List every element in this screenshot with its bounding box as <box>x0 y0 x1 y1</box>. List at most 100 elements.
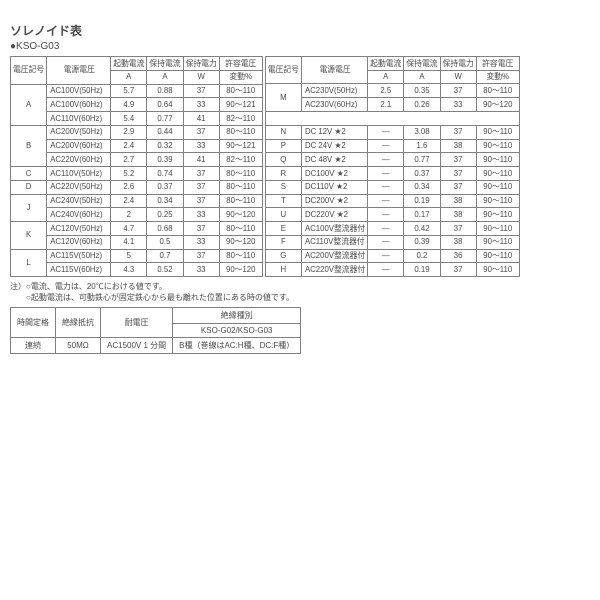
cell: 0.77 <box>147 112 183 126</box>
sec-cell: AC1500V 1 分間 <box>101 338 173 354</box>
cell: 33 <box>183 139 219 153</box>
cell: — <box>368 194 404 208</box>
cell: 3.08 <box>404 125 440 139</box>
table-row: AC240V(60Hz)20.253390～120 <box>11 208 263 222</box>
cell: 0.35 <box>404 84 440 98</box>
table-row: AC120V(60Hz)4.10.53390～120 <box>11 235 263 249</box>
cell: 90～110 <box>476 208 519 222</box>
cell: — <box>368 139 404 153</box>
cell: DC 48V ★2 <box>301 153 367 167</box>
cell: 80～110 <box>219 167 262 181</box>
sec-h: 時間定格 <box>11 308 56 338</box>
cell: 90～120 <box>219 263 262 277</box>
cell: 2.9 <box>111 125 147 139</box>
table-row: AC220V(60Hz)2.70.394182～110 <box>11 153 263 167</box>
sec-cell: 50MΩ <box>56 338 101 354</box>
note-line: 注）○電流、電力は、20℃における値です。 <box>10 281 590 292</box>
cell: AC220V整流器付 <box>301 263 367 277</box>
voltage-code: Q <box>265 153 301 167</box>
table-row: SDC110V ★2—0.343790～110 <box>265 180 519 194</box>
cell: 0.34 <box>147 194 183 208</box>
cell: 90～110 <box>476 167 519 181</box>
table-row: JAC240V(50Hz)2.40.343780～110 <box>11 194 263 208</box>
cell: DC 24V ★2 <box>301 139 367 153</box>
cell: 33 <box>183 263 219 277</box>
cell: 0.37 <box>404 167 440 181</box>
cell: 38 <box>440 235 476 249</box>
cell: 90～121 <box>219 98 262 112</box>
table-row: EAC100V整流器付—0.423790～110 <box>265 222 519 236</box>
cell: 0.52 <box>147 263 183 277</box>
cell: 0.64 <box>147 98 183 112</box>
cell: 0.5 <box>147 235 183 249</box>
table-row: AAC100V(50Hz)5.70.883780～110 <box>11 84 263 98</box>
table-row: PDC 24V ★2—1.63890～110 <box>265 139 519 153</box>
title: ソレノイド表 <box>10 22 590 39</box>
th: 保持電流 <box>404 57 440 71</box>
cell: 0.68 <box>147 222 183 236</box>
sec-h: 耐電圧 <box>101 308 173 338</box>
cell: DC200V ★2 <box>301 194 367 208</box>
th: A <box>111 70 147 84</box>
cell: 0.19 <box>404 194 440 208</box>
voltage-code: F <box>265 235 301 249</box>
cell: — <box>368 208 404 222</box>
table-row: KAC120V(50Hz)4.70.683780～110 <box>11 222 263 236</box>
table-row: AC100V(60Hz)4.90.643390～121 <box>11 98 263 112</box>
cell: AC240V(60Hz) <box>47 208 111 222</box>
voltage-code: G <box>265 249 301 263</box>
voltage-code: U <box>265 208 301 222</box>
cell: 2.4 <box>111 194 147 208</box>
sec-h2: KSO-G02/KSO-G03 <box>173 324 301 338</box>
cell: 82～110 <box>219 153 262 167</box>
th: A <box>404 70 440 84</box>
cell: AC120V(60Hz) <box>47 235 111 249</box>
cell: 82～110 <box>219 112 262 126</box>
cell: — <box>368 167 404 181</box>
th: 保持電力 <box>440 57 476 71</box>
th: 保持電力 <box>183 57 219 71</box>
table-row: AC200V(60Hz)2.40.323390～121 <box>11 139 263 153</box>
cell: 90～110 <box>476 153 519 167</box>
table-row: TDC200V ★2—0.193890～110 <box>265 194 519 208</box>
cell: — <box>368 249 404 263</box>
cell: 0.32 <box>147 139 183 153</box>
cell: 4.9 <box>111 98 147 112</box>
table-row: AC110V(60Hz)5.40.774182～110 <box>11 112 263 126</box>
cell: 4.7 <box>111 222 147 236</box>
cell: DC110V ★2 <box>301 180 367 194</box>
cell: 37 <box>440 167 476 181</box>
sec-h: 絶縁抵抗 <box>56 308 101 338</box>
spacer-row <box>265 111 519 125</box>
th: 変動% <box>219 70 262 84</box>
cell: 0.17 <box>404 208 440 222</box>
cell: 80～110 <box>476 84 519 98</box>
cell: 37 <box>440 222 476 236</box>
th-src: 電源電圧 <box>47 57 111 85</box>
cell: 0.44 <box>147 125 183 139</box>
cell: 37 <box>183 222 219 236</box>
cell: AC120V(50Hz) <box>47 222 111 236</box>
voltage-code: T <box>265 194 301 208</box>
cell: 0.37 <box>147 180 183 194</box>
cell: 33 <box>440 98 476 112</box>
cell: 37 <box>183 249 219 263</box>
th: W <box>183 70 219 84</box>
cell: 41 <box>183 112 219 126</box>
th: 変動% <box>476 70 519 84</box>
table-row: CAC110V(50Hz)5.20.743780～110 <box>11 167 263 181</box>
cell: 80～110 <box>219 84 262 98</box>
cell: 37 <box>440 180 476 194</box>
cell: 2.5 <box>368 84 404 98</box>
voltage-code: A <box>11 84 47 125</box>
cell: 0.39 <box>404 235 440 249</box>
voltage-code: B <box>11 125 47 166</box>
cell: 2.6 <box>111 180 147 194</box>
th-src: 電源電圧 <box>301 57 367 84</box>
cell: 38 <box>440 194 476 208</box>
cell: 90～110 <box>476 125 519 139</box>
voltage-code: R <box>265 167 301 181</box>
cell: AC110V(60Hz) <box>47 112 111 126</box>
voltage-code: N <box>265 125 301 139</box>
subtitle: ●KSO-G03 <box>10 41 590 52</box>
